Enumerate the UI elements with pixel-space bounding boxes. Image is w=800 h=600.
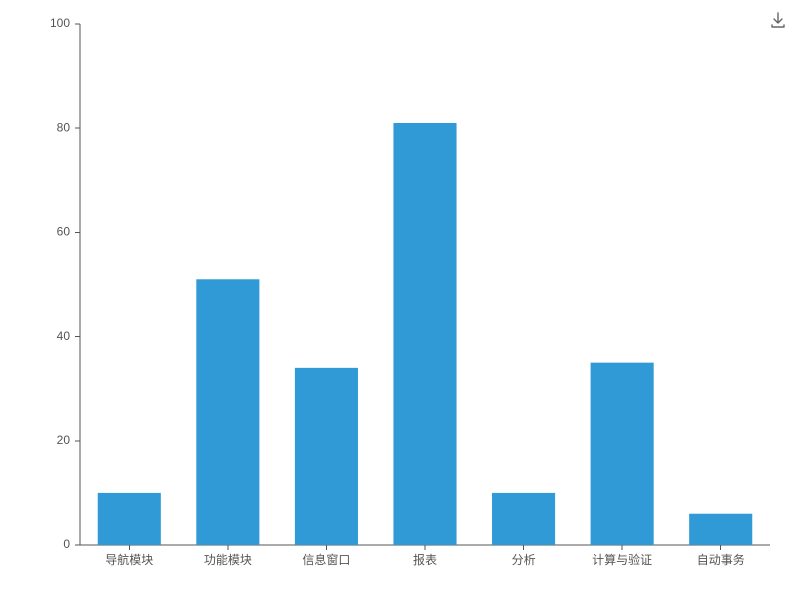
bar[interactable] — [393, 123, 456, 545]
x-tick-label: 计算与验证 — [592, 552, 652, 567]
x-tick-label: 自动事务 — [697, 552, 745, 567]
y-tick-label: 80 — [57, 120, 71, 134]
bar-chart: 0 20 40 60 80 100 导航模块 功能模块 信息窗口 报表 分析 计算与验证 自动事务 — [0, 0, 800, 600]
y-tick-label: 100 — [50, 16, 70, 30]
bar[interactable] — [98, 493, 161, 545]
bar[interactable] — [196, 279, 259, 545]
x-tick-label: 报表 — [413, 552, 437, 567]
bar[interactable] — [295, 368, 358, 545]
bar[interactable] — [591, 363, 654, 545]
x-tick-label: 导航模块 — [105, 552, 153, 567]
x-tick-label: 信息窗口 — [302, 552, 350, 567]
bar[interactable] — [492, 493, 555, 545]
y-tick-label: 0 — [63, 537, 70, 551]
y-tick-label: 20 — [57, 433, 71, 447]
x-tick-label: 功能模块 — [204, 553, 252, 567]
y-tick-label: 40 — [57, 329, 71, 343]
bar[interactable] — [689, 514, 752, 545]
y-tick-label: 60 — [57, 225, 71, 239]
x-tick-label: 分析 — [512, 553, 536, 567]
